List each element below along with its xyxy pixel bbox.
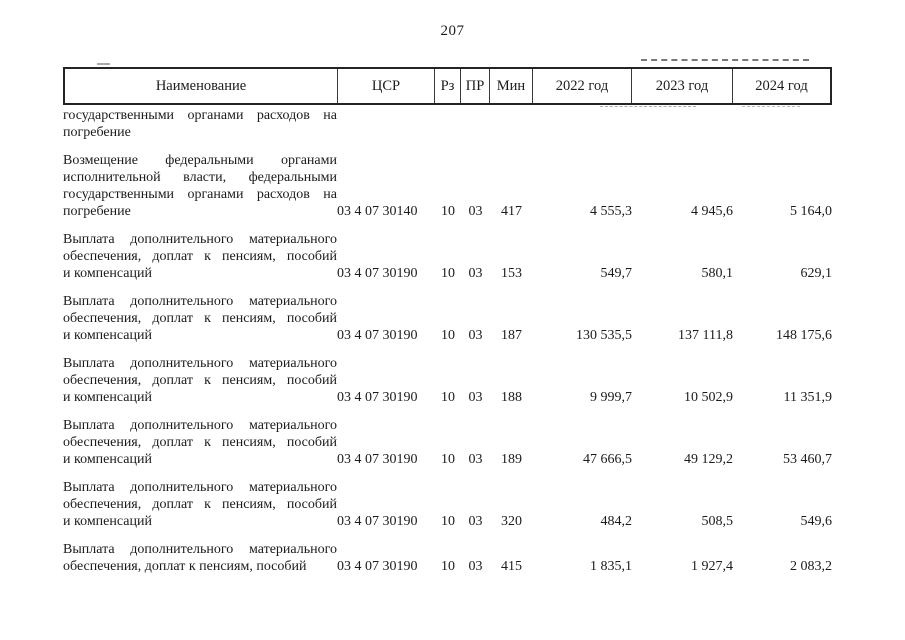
table-row: Выплата дополнительного материального об… [63, 417, 832, 468]
table-row: Выплата дополнительного материального об… [63, 541, 832, 575]
cell-2024-value: 53 460,7 [783, 452, 832, 467]
cell-pr: 03 [468, 266, 483, 281]
header-2024: 2024 год [755, 77, 808, 94]
table-row: Выплата дополнительного материального об… [63, 231, 832, 282]
cell-2022-value: 47 666,5 [583, 452, 632, 467]
scan-artifact [97, 63, 110, 65]
cell-name: Выплата дополнительного материального об… [63, 294, 337, 343]
cell-2024-value: 2 083,2 [790, 559, 832, 574]
cell-csr-code: 03 4 07 30190 [337, 559, 418, 574]
cell-pr: 03 [468, 204, 483, 219]
cell-rz: 10 [441, 266, 455, 281]
table-row: Выплата дополнительного материального об… [63, 293, 832, 344]
cell-min: 188 [501, 390, 522, 405]
cell-rz: 10 [441, 328, 455, 343]
cell-csr-code: 03 4 07 30140 [337, 204, 418, 219]
header-rz: Рз [435, 69, 461, 103]
cell-2024-value: 148 175,6 [776, 328, 832, 343]
cell-name: государственными органами расходов на по… [63, 108, 337, 140]
cell-2023-value: 49 129,2 [684, 452, 733, 467]
header-2022: 2022 год [533, 69, 632, 103]
cell-name: Возмещение федеральными органами исполни… [63, 153, 337, 219]
header-pr: ПР [461, 69, 490, 103]
cell-csr-code: 03 4 07 30190 [337, 266, 418, 281]
cell-pr: 03 [468, 452, 483, 467]
header-csr: ЦСР [338, 69, 435, 103]
table-row: Возмещение федеральными органами исполни… [63, 152, 832, 220]
cell-2023-value: 10 502,9 [684, 390, 733, 405]
table-header-row: Наименование ЦСР Рз ПР Мин 2022 год 2023… [63, 67, 832, 105]
cell-rz: 10 [441, 204, 455, 219]
cell-min: 417 [501, 204, 522, 219]
cell-2023-value: 1 927,4 [691, 559, 733, 574]
cell-2024-value: 5 164,0 [790, 204, 832, 219]
table-row: Выплата дополнительного материального об… [63, 355, 832, 406]
header-min: Мин [490, 69, 533, 103]
cell-pr: 03 [468, 559, 483, 574]
cell-name: Выплата дополнительного материального об… [63, 480, 337, 529]
header-name: Наименование [65, 69, 338, 103]
scan-artifact [641, 59, 809, 61]
cell-2024-value: 11 351,9 [783, 390, 832, 405]
cell-csr-code: 03 4 07 30190 [337, 452, 418, 467]
cell-name: Выплата дополнительного материального об… [63, 542, 337, 574]
cell-name: Выплата дополнительного материального об… [63, 418, 337, 467]
cell-2022-value: 1 835,1 [590, 559, 632, 574]
cell-rz: 10 [441, 514, 455, 529]
cell-rz: 10 [441, 390, 455, 405]
cell-2023-value: 4 945,6 [691, 204, 733, 219]
cell-2023-value: 508,5 [701, 514, 734, 529]
cell-min: 320 [501, 514, 522, 529]
cell-2023-value: 580,1 [701, 266, 734, 281]
page-number: 207 [440, 23, 465, 39]
cell-2024-value: 549,6 [800, 514, 833, 529]
cell-2023-value: 137 111,8 [678, 328, 733, 343]
cell-name: Выплата дополнительного материального об… [63, 232, 337, 281]
cell-csr-code: 03 4 07 30190 [337, 390, 418, 405]
table-row: Выплата дополнительного материального об… [63, 479, 832, 530]
cell-pr: 03 [468, 328, 483, 343]
table-row: государственными органами расходов на по… [63, 107, 832, 141]
cell-pr: 03 [468, 390, 483, 405]
cell-2022-value: 130 535,5 [576, 328, 632, 343]
cell-rz: 10 [441, 452, 455, 467]
header-2023: 2023 год [632, 69, 733, 103]
table-body: государственными органами расходов на по… [63, 107, 832, 586]
cell-2024-value: 629,1 [800, 266, 833, 281]
cell-csr-code: 03 4 07 30190 [337, 328, 418, 343]
cell-min: 153 [501, 266, 522, 281]
cell-rz: 10 [441, 559, 455, 574]
cell-2022-value: 549,7 [600, 266, 633, 281]
cell-2022-value: 9 999,7 [590, 390, 632, 405]
cell-min: 415 [501, 559, 522, 574]
cell-pr: 03 [468, 514, 483, 529]
cell-min: 189 [501, 452, 522, 467]
cell-2022-value: 4 555,3 [590, 204, 632, 219]
cell-min: 187 [501, 328, 522, 343]
cell-csr-code: 03 4 07 30190 [337, 514, 418, 529]
cell-2022-value: 484,2 [600, 514, 633, 529]
cell-name: Выплата дополнительного материального об… [63, 356, 337, 405]
